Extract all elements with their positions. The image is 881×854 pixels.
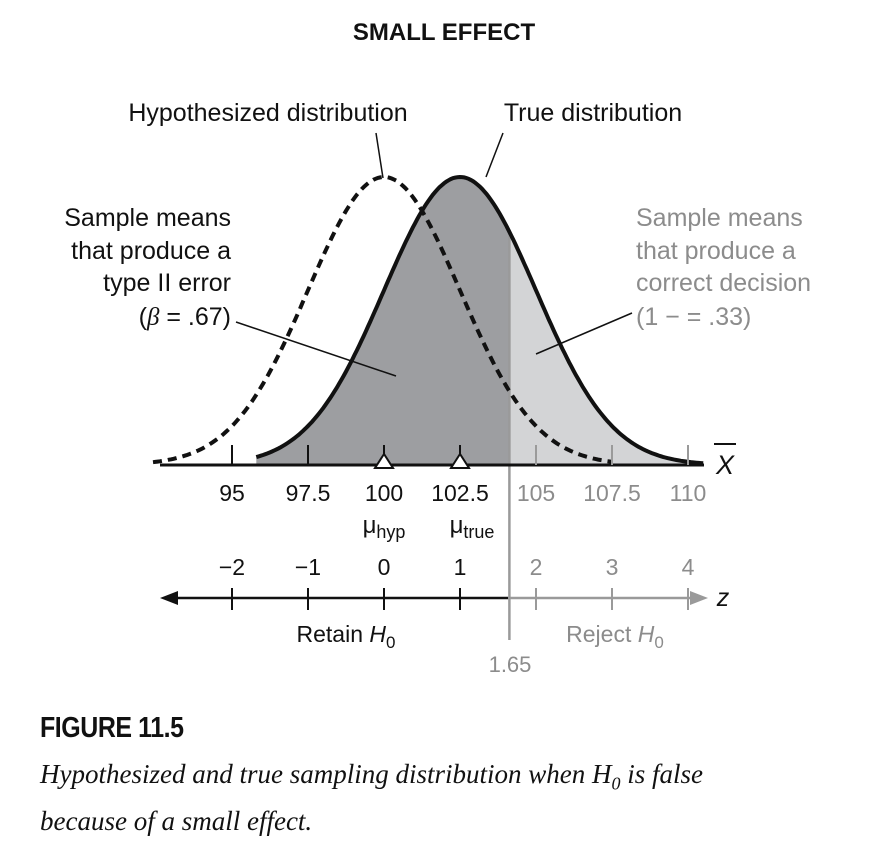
z-axis-labels: −2 −1 0 1 2 3 4 — [219, 554, 695, 580]
hyp-mean-marker — [373, 452, 395, 469]
z-tick-label: 2 — [530, 554, 543, 580]
type-ii-leader — [235, 321, 397, 377]
svg-text:Sample means: Sample means — [636, 204, 803, 232]
type-ii-label: Sample means that produce a type II erro… — [64, 204, 231, 331]
xbar-tick-label: 105 — [517, 480, 555, 506]
true-dist-leader — [485, 132, 504, 178]
correct-decision-region — [509, 231, 704, 465]
correct-decision-leader — [535, 312, 633, 355]
z-axis-label: z — [716, 584, 730, 612]
xbar-tick-label: 95 — [219, 480, 245, 506]
z-tick-label: 1 — [454, 554, 467, 580]
svg-text:that produce a: that produce a — [71, 237, 231, 265]
z-axis-left-arrow — [160, 591, 178, 605]
xbar-axis-ticks — [231, 445, 689, 465]
correct-decision-label: Sample means that produce a correct deci… — [636, 204, 811, 331]
true-distribution-curve — [255, 174, 704, 466]
hypothesized-label: Hypothesized distribution — [128, 99, 407, 127]
xbar-tick-label: 102.5 — [431, 480, 489, 506]
true-mean-marker — [449, 452, 471, 469]
critical-value-label: 1.65 — [489, 652, 532, 677]
z-tick-label: −2 — [219, 554, 245, 580]
z-tick-label: −1 — [295, 554, 321, 580]
xbar-axis-labels: 95 97.5 100 102.5 105 107.5 110 — [219, 480, 706, 506]
z-axis-ticks — [231, 588, 689, 610]
xbar-tick-label: 107.5 — [583, 480, 641, 506]
true-dist-label: True distribution — [504, 99, 682, 127]
mu-hyp-label: μhyp — [363, 512, 406, 542]
power-figure: SMALL EFFECT 95 97.5 100 102.5 105 107.5 110 X… — [64, 19, 811, 677]
svg-text:correct decision: correct decision — [636, 269, 811, 297]
figure-title: SMALL EFFECT — [353, 19, 536, 46]
svg-text:that produce a: that produce a — [636, 237, 796, 265]
xbar-tick-label: 97.5 — [286, 480, 331, 506]
figure-caption: Hypothesized and true sampling distribut… — [40, 759, 703, 837]
xbar-axis-label: X — [714, 443, 736, 480]
type-ii-error-region — [256, 177, 510, 465]
svg-text:type II error: type II error — [103, 269, 231, 297]
svg-text:(1 − = .33): (1 − = .33) — [636, 303, 751, 331]
figure-label: FIGURE 11.5 — [40, 712, 184, 744]
retain-h0-label: Retain H0 — [297, 621, 396, 652]
z-axis-right-arrow — [690, 591, 708, 605]
xbar-tick-label: 100 — [365, 480, 403, 506]
hypothesized-distribution-curve — [152, 174, 613, 465]
svg-text:(β = .67): (β = .67) — [139, 303, 231, 331]
svg-text:Sample means: Sample means — [64, 204, 231, 232]
hypothesized-leader — [375, 132, 384, 179]
z-tick-label: 0 — [378, 554, 391, 580]
z-tick-label: 4 — [682, 554, 695, 580]
xbar-tick-label: 110 — [670, 480, 707, 506]
svg-text:X: X — [715, 450, 735, 480]
mu-true-label: μtrue — [450, 512, 495, 542]
z-tick-label: 3 — [606, 554, 619, 580]
reject-h0-label: Reject H0 — [566, 621, 664, 652]
